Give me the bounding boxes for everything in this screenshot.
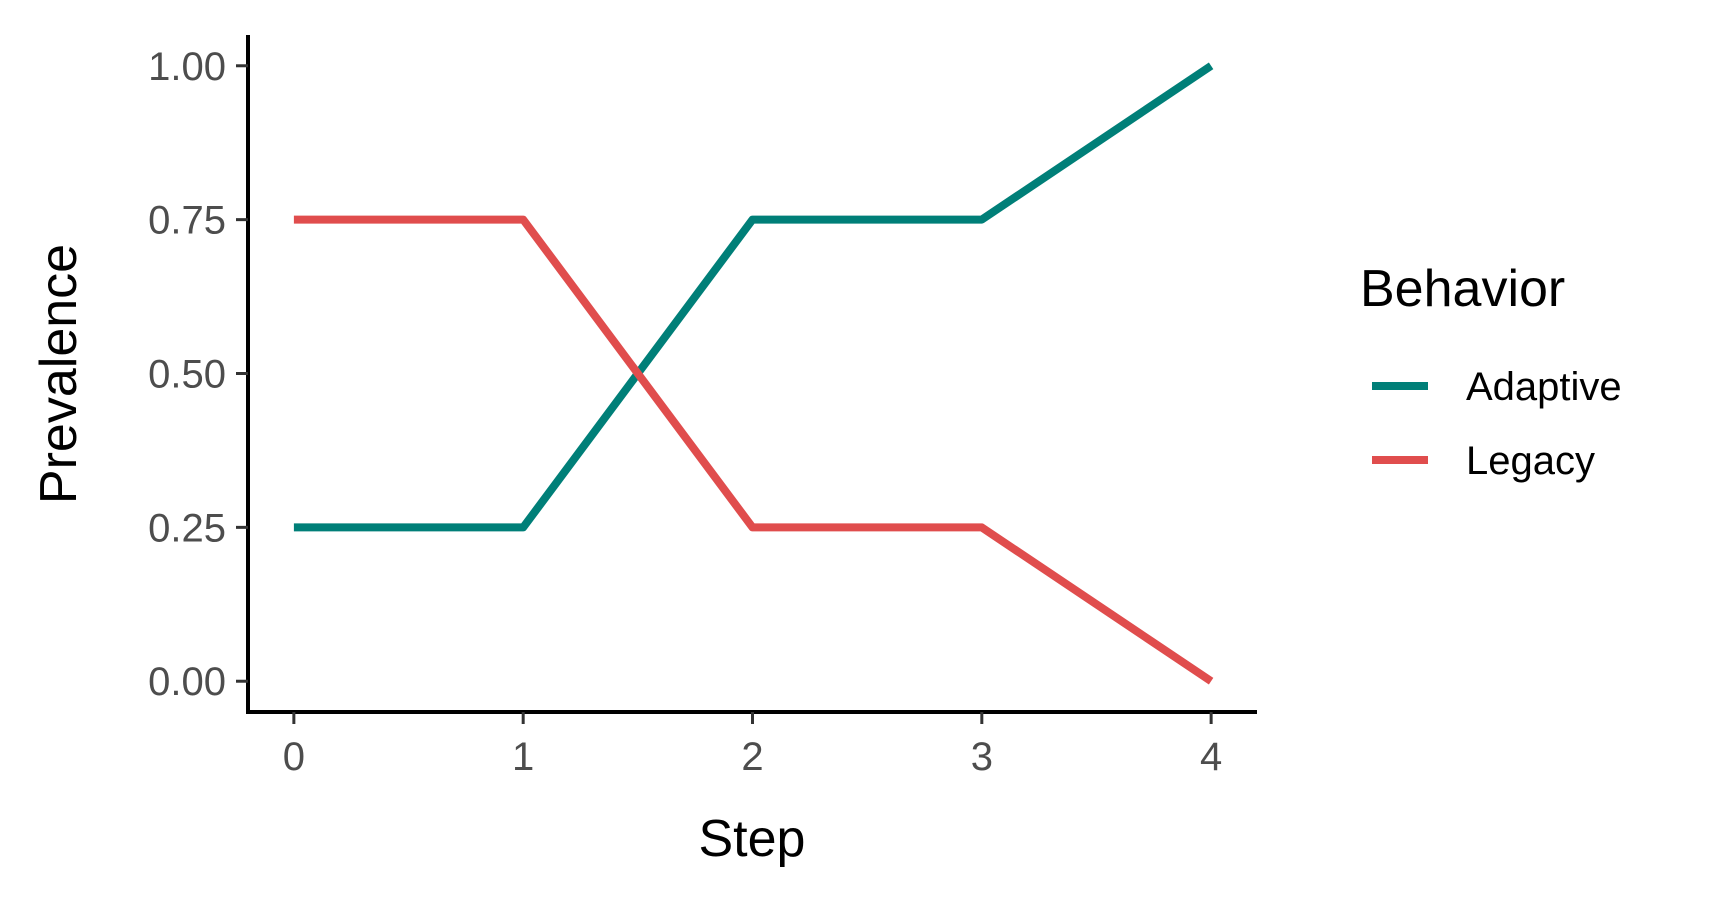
plot-lines [293, 62, 1214, 685]
x-tick-label: 2 [741, 735, 763, 779]
x-tick-label: 1 [512, 735, 534, 779]
y-tick-label: 0.50 [148, 353, 226, 397]
series-line-legacy [293, 215, 1214, 685]
y-tick-label: 0.00 [148, 660, 226, 704]
y-axis-title: Prevalence [30, 244, 88, 504]
y-axis-ticks: 0.00 0.25 0.50 0.75 1.00 [148, 45, 248, 704]
legend-label-legacy: Legacy [1466, 439, 1595, 483]
x-axis-ticks: 0 1 2 3 4 [283, 712, 1222, 779]
legend-label-adaptive: Adaptive [1466, 365, 1622, 409]
legend: Behavior Adaptive Legacy [1360, 260, 1622, 483]
x-axis-title: Step [699, 810, 806, 868]
x-tick-label: 4 [1200, 735, 1222, 779]
y-tick-label: 0.25 [148, 506, 226, 550]
x-tick-label: 3 [971, 735, 993, 779]
legend-items: Adaptive Legacy [1372, 365, 1622, 483]
series-line-adaptive [293, 62, 1214, 532]
x-tick-label: 0 [283, 735, 305, 779]
y-tick-label: 0.75 [148, 199, 226, 243]
y-tick-label: 1.00 [148, 45, 226, 89]
legend-title: Behavior [1360, 260, 1565, 318]
